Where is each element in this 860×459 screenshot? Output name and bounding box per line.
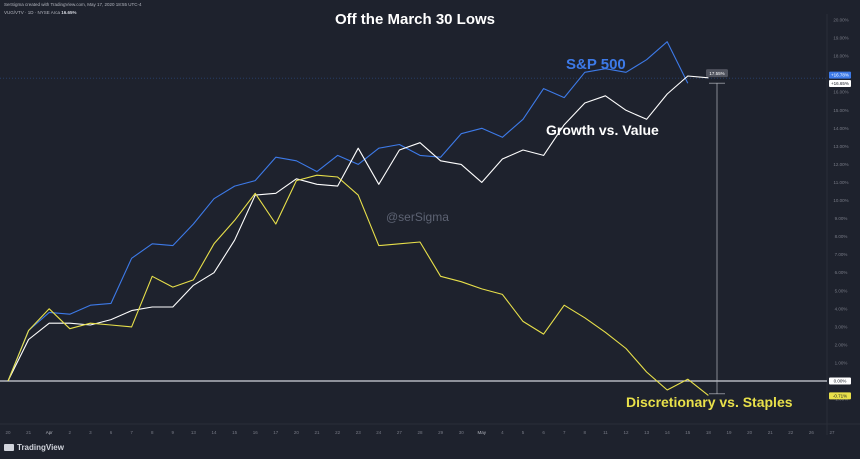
y-tick-label: 8.00% (835, 234, 848, 239)
series-line (7, 41, 689, 382)
y-tick-label: 4.00% (835, 306, 848, 311)
chart-title: Off the March 30 Lows (334, 11, 496, 28)
x-tick-label: 18 (706, 430, 712, 435)
x-tick-label: 2 (69, 430, 72, 435)
zero-value-badge (829, 377, 851, 385)
x-tick-label: 8 (151, 430, 154, 435)
last-value-text: +16.78% (831, 73, 849, 78)
x-tick-label: 21 (768, 430, 774, 435)
x-tick-label: 20 (747, 430, 753, 435)
sp500-label: S&P 500 (566, 56, 626, 73)
x-tick-label: Apr (46, 430, 54, 435)
y-tick-label: 7.00% (835, 252, 848, 257)
x-tick-label: 13 (191, 430, 197, 435)
y-tick-label: 15.00% (833, 108, 848, 113)
x-tick-label: 27 (829, 430, 835, 435)
series-line (7, 174, 709, 396)
x-tick-label: 20 (5, 430, 11, 435)
x-tick-label: 15 (232, 430, 238, 435)
x-tick-label: 21 (26, 430, 32, 435)
x-tick-label: 3 (89, 430, 92, 435)
growth-value-label: Growth vs. Value (546, 122, 659, 138)
x-tick-label: 8 (584, 430, 587, 435)
x-tick-label: 11 (603, 430, 608, 435)
y-tick-label: 20.00% (833, 18, 848, 23)
y-tick-label: 6.00% (835, 270, 848, 275)
tradingview-logo[interactable]: TradingView (4, 443, 64, 452)
symbol-legend[interactable]: VUG/VTV · 1D · NYSE Arca 16.65% (4, 10, 77, 15)
y-tick-label: 5.00% (835, 288, 848, 293)
y-tick-label: 13.00% (833, 144, 848, 149)
x-tick-label: 15 (685, 430, 691, 435)
measure-value: 17.55% (709, 71, 724, 76)
last-value-badge (829, 392, 851, 400)
y-tick-label: 14.00% (833, 126, 848, 131)
last-value-badge (829, 79, 851, 87)
y-tick-label: 19.00% (833, 36, 848, 41)
x-tick-label: May (478, 430, 487, 435)
x-tick-label: 21 (314, 430, 320, 435)
x-tick-label: 24 (376, 430, 382, 435)
y-tick-label: 12.00% (833, 162, 848, 167)
y-tick-label: 10.00% (833, 198, 848, 203)
last-value-text: -0.71% (833, 393, 847, 398)
x-tick-label: 5 (522, 430, 525, 435)
x-tick-label: 7 (130, 430, 133, 435)
x-tick-label: 17 (273, 430, 279, 435)
x-tick-label: 6 (542, 430, 545, 435)
y-tick-label: 2.00% (835, 342, 848, 347)
x-tick-label: 12 (623, 430, 629, 435)
x-tick-label: 30 (459, 430, 465, 435)
x-tick-label: 6 (110, 430, 113, 435)
watermark-text: @serSigma (386, 210, 449, 224)
x-tick-label: 14 (665, 430, 671, 435)
x-tick-label: 27 (397, 430, 403, 435)
last-value-badge (829, 71, 851, 79)
series-line (7, 75, 709, 382)
tradingview-logo-text: TradingView (17, 443, 64, 452)
x-tick-label: 26 (809, 430, 815, 435)
symbol-name: VUG/VTV · 1D · NYSE Arca (4, 10, 61, 15)
y-tick-label: 11.00% (834, 180, 849, 185)
disc-staples-label: Discretionary vs. Staples (626, 394, 793, 410)
y-tick-label: 18.00% (833, 54, 848, 59)
chart-attribution-note: SerSigma created with TradingView.com, M… (4, 2, 142, 7)
x-tick-label: 4 (501, 430, 504, 435)
symbol-value: 16.65% (61, 10, 77, 15)
x-tick-label: 13 (644, 430, 650, 435)
x-tick-label: 16 (253, 430, 259, 435)
x-tick-label: 22 (335, 430, 341, 435)
y-tick-label: 16.00% (833, 90, 848, 95)
y-tick-label: 3.00% (835, 324, 848, 329)
x-tick-label: 20 (294, 430, 300, 435)
x-tick-label: 19 (726, 430, 732, 435)
y-tick-label: 9.00% (835, 216, 848, 221)
x-tick-label: 14 (211, 430, 217, 435)
y-tick-label: 1.00% (835, 360, 848, 365)
x-tick-label: 28 (417, 430, 423, 435)
last-value-text: +16.65% (831, 81, 849, 86)
x-tick-label: 22 (788, 430, 794, 435)
x-tick-label: 7 (563, 430, 566, 435)
x-tick-label: 23 (356, 430, 362, 435)
x-tick-label: 9 (172, 430, 175, 435)
zero-value-text: 0.00% (834, 379, 847, 384)
tradingview-logo-icon (4, 444, 14, 451)
measure-badge (706, 69, 728, 78)
x-tick-label: 29 (438, 430, 444, 435)
